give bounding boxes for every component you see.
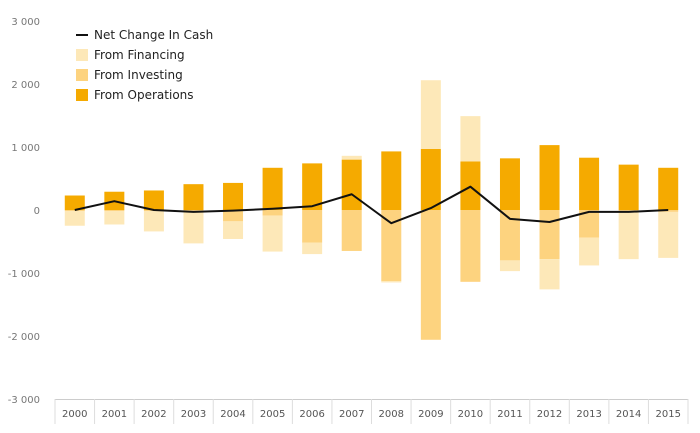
legend-swatch-from-financing <box>76 49 88 61</box>
bar-from-financing-2014 <box>618 211 639 260</box>
x-tick-label-2007: 2007 <box>339 409 364 420</box>
bar-from-operations-2013 <box>579 157 600 210</box>
bar-from-operations-2005 <box>262 167 283 210</box>
bar-from-financing-2003 <box>183 211 204 244</box>
bar-from-investing-2009 <box>420 210 441 340</box>
legend-label-from-investing: From Investing <box>94 68 183 82</box>
y-tick-label: 2 000 <box>11 80 40 91</box>
y-tick-label: 3 000 <box>11 17 40 28</box>
legend-label-net-change-in-cash: Net Change In Cash <box>94 28 213 42</box>
legend-swatch-from-operations <box>76 89 88 101</box>
bar-from-operations-2011 <box>499 158 520 210</box>
bar-from-investing-2005 <box>262 210 283 216</box>
bar-from-investing-2008 <box>381 210 402 282</box>
x-tick-label-2015: 2015 <box>655 409 680 420</box>
bar-from-financing-2006 <box>302 242 323 255</box>
legend: Net Change In Cash From Financing From Inv… <box>76 28 213 102</box>
bar-from-investing-2012 <box>539 210 560 260</box>
legend-swatch-from-investing <box>76 69 88 81</box>
bar-from-investing-2006 <box>302 210 323 243</box>
bar-from-investing-2013 <box>579 210 600 238</box>
x-tick-label-2001: 2001 <box>102 409 127 420</box>
x-tick-label-2010: 2010 <box>458 409 483 420</box>
x-tick-label-2014: 2014 <box>616 409 641 420</box>
bar-from-investing-2001 <box>104 210 125 212</box>
x-tick-label-2002: 2002 <box>141 409 166 420</box>
x-tick-label-2003: 2003 <box>181 409 206 420</box>
bar-from-financing-2000 <box>64 211 85 226</box>
legend-label-from-operations: From Operations <box>94 88 194 102</box>
bar-from-operations-2000 <box>64 195 85 210</box>
x-tick-label-2004: 2004 <box>220 409 245 420</box>
x-tick-label-2011: 2011 <box>497 409 522 420</box>
y-tick-label: 0 <box>34 206 40 217</box>
bar-from-financing-2002 <box>143 211 164 232</box>
bar-from-operations-2009 <box>420 148 441 210</box>
x-axis: 2000 2001 2002 2003 2004 2005 2006 2007 2008 2009… <box>54 399 689 424</box>
bars-layer <box>64 80 679 340</box>
net-change-in-cash-line <box>74 185 669 225</box>
bar-from-operations-2015 <box>658 167 679 210</box>
bar-from-financing-2012 <box>539 259 560 290</box>
bar-from-operations-2002 <box>143 190 164 210</box>
bar-from-financing-2005 <box>262 215 283 252</box>
bar-from-operations-2014 <box>618 164 639 210</box>
bar-from-financing-2007 <box>341 155 362 160</box>
x-tick-label-2008: 2008 <box>379 409 404 420</box>
bar-from-financing-2009 <box>420 80 441 149</box>
bar-from-investing-2007 <box>341 210 362 251</box>
bar-from-operations-2012 <box>539 145 560 210</box>
x-tick-label-2006: 2006 <box>299 409 324 420</box>
bar-from-financing-2013 <box>579 237 600 266</box>
bar-from-operations-2004 <box>223 182 244 210</box>
bar-from-investing-2003 <box>183 210 204 212</box>
x-tick-label-2009: 2009 <box>418 409 443 420</box>
legend-label-from-financing: From Financing <box>94 48 185 62</box>
y-tick-label: 1 000 <box>11 143 40 154</box>
y-tick-label: -1 000 <box>8 269 40 280</box>
bar-from-financing-2011 <box>499 260 520 272</box>
bar-from-financing-2008 <box>381 281 402 283</box>
x-tick-label-2000: 2000 <box>62 409 87 420</box>
y-axis: 3 000 2 000 1 000 0 -1 000 -2 000 -3 000 <box>8 17 40 406</box>
bar-from-financing-2004 <box>223 221 244 239</box>
y-tick-label: -3 000 <box>8 395 40 406</box>
bar-from-operations-2003 <box>183 184 204 210</box>
bar-from-operations-2007 <box>341 159 362 210</box>
bar-from-investing-2010 <box>460 210 481 282</box>
bar-from-financing-2001 <box>104 211 125 225</box>
bar-from-investing-2011 <box>499 210 520 261</box>
x-tick-label-2005: 2005 <box>260 409 285 420</box>
y-tick-label: -2 000 <box>8 332 40 343</box>
net-change-line-layer <box>74 185 669 225</box>
bar-from-operations-2006 <box>302 163 323 210</box>
bar-from-investing-2004 <box>223 210 244 222</box>
bar-from-financing-2015 <box>658 211 679 258</box>
bar-from-investing-2000 <box>64 210 85 212</box>
bar-from-operations-2008 <box>381 151 402 210</box>
x-tick-label-2013: 2013 <box>576 409 601 420</box>
x-tick-label-2012: 2012 <box>537 409 562 420</box>
bar-from-financing-2010 <box>460 116 481 162</box>
